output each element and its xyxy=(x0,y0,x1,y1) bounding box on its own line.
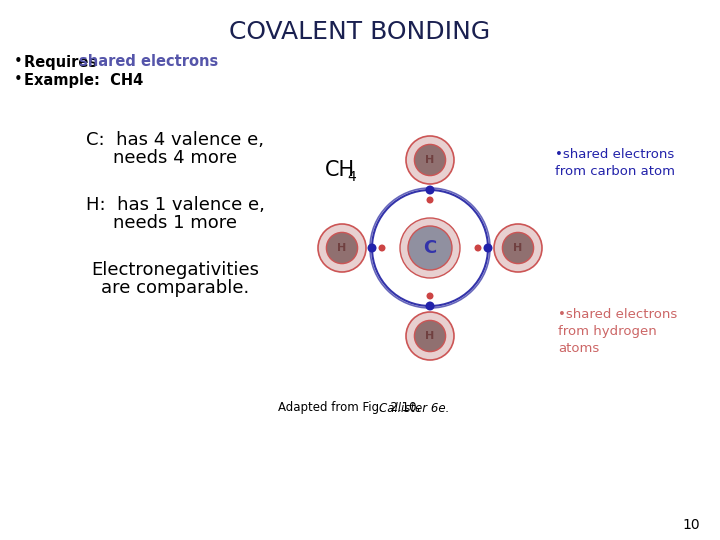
Text: H: H xyxy=(426,331,435,341)
Text: •: • xyxy=(14,72,23,87)
Text: H: H xyxy=(338,243,346,253)
Circle shape xyxy=(426,186,434,194)
Text: C: C xyxy=(423,239,436,257)
Circle shape xyxy=(484,244,492,253)
Circle shape xyxy=(400,218,460,278)
Text: needs 1 more: needs 1 more xyxy=(113,214,237,232)
Text: H:  has 1 valence e,: H: has 1 valence e, xyxy=(86,196,264,214)
Circle shape xyxy=(326,232,358,264)
Text: 4: 4 xyxy=(347,170,356,184)
Circle shape xyxy=(367,244,377,253)
Text: shared electrons: shared electrons xyxy=(79,55,218,70)
Circle shape xyxy=(415,320,446,352)
Text: •shared electrons
from hydrogen
atoms: •shared electrons from hydrogen atoms xyxy=(558,308,678,355)
Text: Electronegativities: Electronegativities xyxy=(91,261,259,279)
Circle shape xyxy=(474,245,482,252)
Circle shape xyxy=(426,301,434,310)
Text: CH: CH xyxy=(325,160,355,180)
Text: COVALENT BONDING: COVALENT BONDING xyxy=(230,20,490,44)
Text: •: • xyxy=(14,55,23,70)
Circle shape xyxy=(406,312,454,360)
Text: •shared electrons
from carbon atom: •shared electrons from carbon atom xyxy=(555,148,675,178)
Circle shape xyxy=(503,232,534,264)
Text: H: H xyxy=(513,243,523,253)
Circle shape xyxy=(406,136,454,184)
Text: Adapted from Fig.  2.10,: Adapted from Fig. 2.10, xyxy=(278,402,424,415)
Circle shape xyxy=(379,245,385,252)
Text: Requires: Requires xyxy=(24,55,102,70)
Text: 10: 10 xyxy=(683,518,700,532)
Circle shape xyxy=(426,197,433,204)
Circle shape xyxy=(426,293,433,300)
Text: Example:  CH4: Example: CH4 xyxy=(24,72,143,87)
Text: C:  has 4 valence e,: C: has 4 valence e, xyxy=(86,131,264,149)
Text: are comparable.: are comparable. xyxy=(101,279,249,297)
Circle shape xyxy=(408,226,452,270)
Circle shape xyxy=(494,224,542,272)
Circle shape xyxy=(415,144,446,176)
Text: needs 4 more: needs 4 more xyxy=(113,149,237,167)
Circle shape xyxy=(318,224,366,272)
Text: Callister 6e.: Callister 6e. xyxy=(379,402,449,415)
Text: H: H xyxy=(426,155,435,165)
